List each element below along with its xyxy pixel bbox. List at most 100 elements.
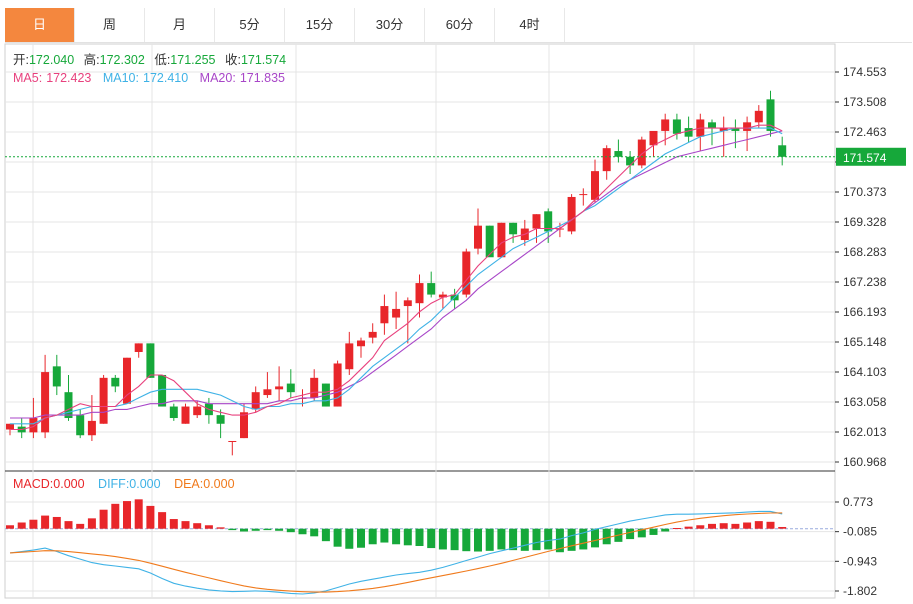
macd-bar (52, 516, 61, 529)
ma20-line (10, 130, 783, 419)
macd-bar (321, 528, 330, 542)
macd-bar (169, 519, 178, 529)
candle-body (111, 377, 120, 387)
candle-body (228, 440, 237, 442)
candle-body (708, 122, 716, 129)
ma10-line (10, 127, 783, 425)
tab-4hour[interactable]: 4时 (495, 8, 565, 42)
candle-body (509, 222, 518, 235)
candle (427, 271, 436, 298)
candle-body (52, 366, 61, 387)
macd-bar (310, 528, 319, 537)
candle (637, 136, 646, 169)
plot-frame (4, 43, 836, 599)
macd-bar (672, 528, 681, 530)
candle (649, 130, 658, 157)
macd-bar (158, 512, 167, 529)
macd-bar (29, 519, 38, 529)
candle (485, 225, 494, 258)
macd-bar (357, 528, 365, 548)
dea-line (9, 512, 783, 593)
candle (672, 113, 681, 140)
candle (333, 360, 342, 407)
candle-body (286, 383, 295, 393)
candle-body (427, 283, 436, 295)
tab-day[interactable]: 日 (5, 8, 75, 42)
candle-body (368, 331, 377, 338)
macd-bar (17, 522, 26, 529)
candle-body (158, 374, 167, 407)
macd-bar (754, 521, 763, 529)
candle (380, 294, 389, 335)
candle (158, 374, 167, 407)
candle-body (567, 196, 576, 232)
macd-bar (403, 528, 412, 546)
tab-15min[interactable]: 15分 (285, 8, 355, 42)
tab-month[interactable]: 月 (145, 8, 215, 42)
candle (497, 222, 506, 258)
candle (240, 403, 248, 439)
candle (392, 291, 401, 330)
tab-30min[interactable]: 30分 (355, 8, 425, 42)
candle (708, 119, 716, 146)
macd-bar (684, 526, 693, 529)
candle-body (99, 377, 108, 424)
price-tick-label: 160.968 (843, 455, 887, 469)
candle (41, 354, 50, 439)
macd-bar (427, 528, 436, 549)
candle (123, 357, 131, 404)
macd-bar (731, 523, 740, 529)
macd-bar (345, 528, 354, 549)
candle-body (544, 211, 553, 232)
price-tick-label: 163.058 (843, 395, 887, 409)
candle-body (438, 294, 447, 298)
candle-body (497, 222, 506, 258)
candle-body (766, 99, 775, 131)
candle (754, 105, 763, 129)
candle (684, 116, 693, 143)
tab-60min[interactable]: 60分 (425, 8, 495, 42)
macd-bar (64, 521, 73, 529)
macd-bar (134, 499, 143, 529)
macd-bar (497, 528, 506, 550)
candle (626, 151, 635, 174)
candle-body (275, 386, 284, 390)
macd-bar (204, 525, 213, 529)
macd-bar (240, 528, 248, 532)
candle-body (310, 377, 319, 398)
candle-body (64, 392, 73, 419)
macd-bar (579, 528, 588, 550)
candle (263, 372, 272, 398)
candle (602, 145, 611, 180)
candle (169, 403, 178, 421)
tab-5min[interactable]: 5分 (215, 8, 285, 42)
ma5-line (10, 124, 783, 431)
candle (567, 194, 576, 235)
macd-bar (778, 526, 787, 529)
candle-body (146, 343, 155, 378)
candle (474, 208, 482, 255)
indicator-lines (9, 124, 783, 595)
candle-body (380, 306, 389, 324)
macd-tick-label: -0.943 (843, 554, 877, 568)
macd-bar (719, 523, 728, 529)
candle-body (672, 119, 681, 134)
price-tick-label: 167.238 (843, 275, 887, 289)
candle (64, 374, 73, 421)
macd-bar (766, 521, 775, 529)
macd-bar (41, 515, 50, 529)
macd-bar (286, 528, 295, 533)
candle (509, 222, 518, 243)
candle (579, 188, 588, 206)
macd-bar (462, 528, 471, 552)
price-tick-label: 172.463 (843, 125, 887, 139)
macd-bar (99, 509, 108, 529)
tab-week[interactable]: 周 (75, 8, 145, 42)
macd-bar (450, 528, 459, 551)
candle-body (778, 145, 787, 157)
macd-bar (216, 527, 225, 529)
candle-body (345, 343, 354, 370)
ohlc-legend: 开:172.040 高:172.302 低:171.255 收:171.574 (13, 52, 286, 67)
candle-body (602, 148, 611, 172)
candle (743, 116, 752, 152)
